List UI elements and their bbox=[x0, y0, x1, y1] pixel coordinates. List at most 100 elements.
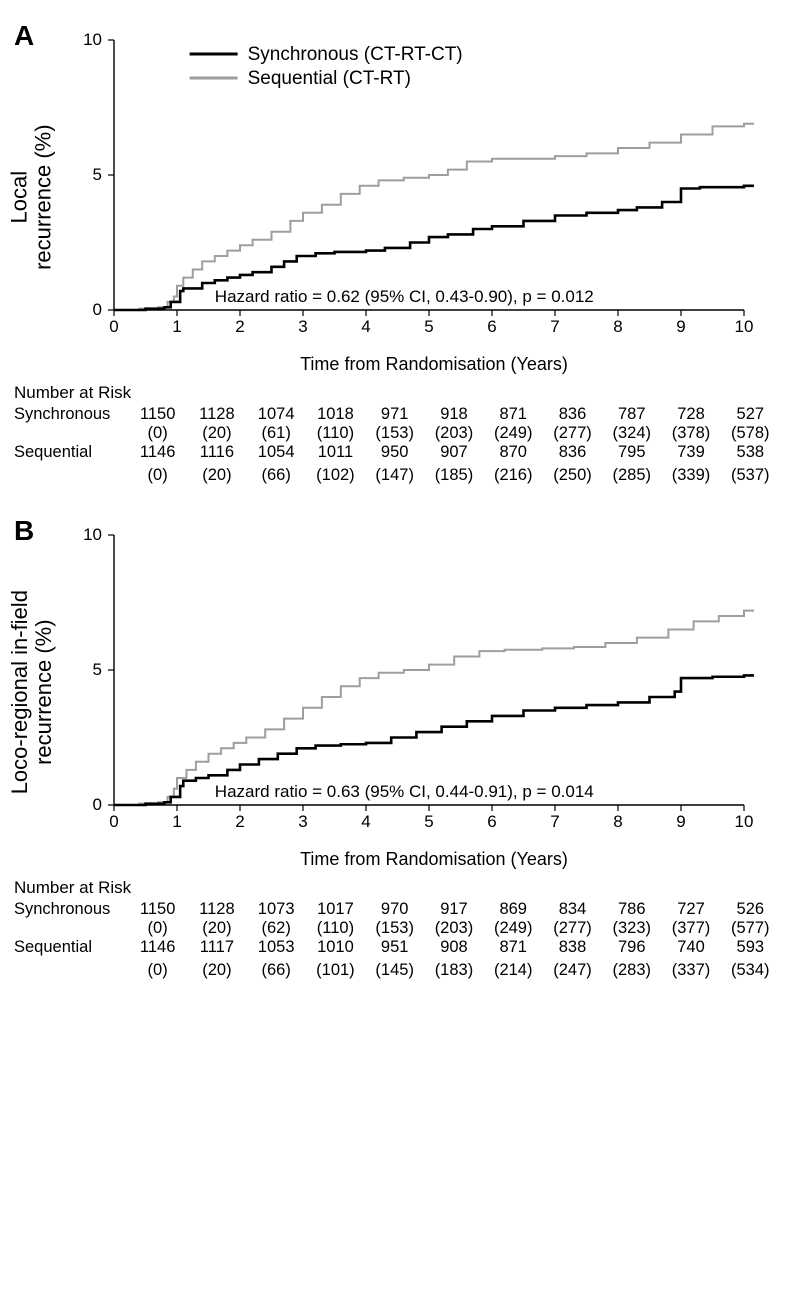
svg-text:8: 8 bbox=[613, 812, 622, 831]
svg-text:6: 6 bbox=[487, 812, 496, 831]
risk-cell: (153) bbox=[365, 424, 424, 443]
ylabel-wrap-b: Loco-regional in-fieldrecurrence (%) bbox=[10, 668, 54, 716]
plot-area-b: 0123456789100510Hazard ratio = 0.63 (95%… bbox=[54, 515, 754, 870]
risk-cell: 796 bbox=[602, 938, 661, 957]
risk-cell: 834 bbox=[543, 900, 602, 919]
risk-row-label: Sequential bbox=[10, 443, 128, 462]
hazard-ratio-text: Hazard ratio = 0.63 (95% CI, 0.44-0.91),… bbox=[215, 782, 594, 801]
risk-cell: (337) bbox=[661, 961, 720, 980]
risk-row: Sequential114611171053101095190887183879… bbox=[10, 938, 780, 957]
risk-row: (0)(20)(62)(110)(153)(203)(249)(277)(323… bbox=[10, 919, 780, 938]
risk-cell: (20) bbox=[187, 961, 246, 980]
risk-cell: 787 bbox=[602, 405, 661, 424]
svg-text:0: 0 bbox=[109, 317, 118, 336]
svg-text:7: 7 bbox=[550, 812, 559, 831]
chart-svg-a: 0123456789100510Hazard ratio = 0.62 (95%… bbox=[54, 20, 754, 350]
risk-cell: 869 bbox=[484, 900, 543, 919]
risk-cell: (20) bbox=[187, 466, 246, 485]
svg-text:4: 4 bbox=[361, 317, 370, 336]
risk-cell: (20) bbox=[187, 919, 246, 938]
chart-row-b: Loco-regional in-fieldrecurrence (%) 0 1 2… bbox=[10, 515, 780, 870]
legend-synchronous: Synchronous (CT-RT-CT) bbox=[248, 44, 463, 65]
risk-cell: (339) bbox=[661, 466, 720, 485]
svg-text:1: 1 bbox=[172, 812, 181, 831]
risk-cell: (0) bbox=[128, 961, 187, 980]
risk-cell: (20) bbox=[187, 424, 246, 443]
svg-text:8: 8 bbox=[613, 317, 622, 336]
risk-cell: 838 bbox=[543, 938, 602, 957]
risk-cell: 1146 bbox=[128, 443, 187, 462]
risk-cell: 1011 bbox=[306, 443, 365, 462]
risk-cell: (66) bbox=[247, 961, 306, 980]
risk-cell: 739 bbox=[661, 443, 720, 462]
risk-cell: 795 bbox=[602, 443, 661, 462]
risk-cell: (216) bbox=[484, 466, 543, 485]
risk-row-label: Synchronous bbox=[10, 405, 128, 424]
risk-row: (0)(20)(61)(110)(153)(203)(249)(277)(324… bbox=[10, 424, 780, 443]
risk-cell: 1018 bbox=[306, 405, 365, 424]
risk-cell: (66) bbox=[247, 466, 306, 485]
risk-cell: (578) bbox=[721, 424, 780, 443]
risk-cell: 1074 bbox=[247, 405, 306, 424]
risk-cell: (323) bbox=[602, 919, 661, 938]
xlabel-a: Time from Randomisation (Years) bbox=[54, 354, 754, 375]
risk-cell: 1146 bbox=[128, 938, 187, 957]
risk-cell: 1150 bbox=[128, 405, 187, 424]
risk-table-a: Synchronous11501128107410189719188718367… bbox=[10, 405, 780, 485]
svg-text:1: 1 bbox=[172, 317, 181, 336]
risk-cell: (183) bbox=[424, 961, 483, 980]
xlabel-b: Time from Randomisation (Years) bbox=[54, 849, 754, 870]
risk-cell: 970 bbox=[365, 900, 424, 919]
svg-text:9: 9 bbox=[676, 812, 685, 831]
svg-text:9: 9 bbox=[676, 317, 685, 336]
risk-cell: (324) bbox=[602, 424, 661, 443]
risk-cell: (0) bbox=[128, 424, 187, 443]
risk-cell: 1017 bbox=[306, 900, 365, 919]
svg-text:4: 4 bbox=[361, 812, 370, 831]
risk-cell: 871 bbox=[484, 405, 543, 424]
risk-cell: 1116 bbox=[187, 443, 246, 462]
risk-cell: (101) bbox=[306, 961, 365, 980]
panel-b: B Loco-regional in-fieldrecurrence (%) 0… bbox=[10, 515, 780, 980]
risk-cell: 836 bbox=[543, 405, 602, 424]
risk-row-label: Synchronous bbox=[10, 900, 128, 919]
svg-text:3: 3 bbox=[298, 812, 307, 831]
risk-cell: 1054 bbox=[247, 443, 306, 462]
panel-letter-b: B bbox=[14, 515, 34, 547]
risk-cell: (203) bbox=[424, 919, 483, 938]
risk-block-a: Number at Risk Synchronous11501128107410… bbox=[10, 383, 780, 485]
risk-cell: (62) bbox=[247, 919, 306, 938]
risk-cell: (102) bbox=[306, 466, 365, 485]
risk-cell: (0) bbox=[128, 919, 187, 938]
hazard-ratio-text: Hazard ratio = 0.62 (95% CI, 0.43-0.90),… bbox=[215, 287, 594, 306]
svg-text:7: 7 bbox=[550, 317, 559, 336]
risk-cell: 1010 bbox=[306, 938, 365, 957]
risk-cell: 951 bbox=[365, 938, 424, 957]
svg-text:5: 5 bbox=[424, 317, 433, 336]
svg-text:0: 0 bbox=[109, 812, 118, 831]
risk-cell: 1117 bbox=[187, 938, 246, 957]
risk-row: Sequential114611161054101195090787083679… bbox=[10, 443, 780, 462]
ylabel-a: Localrecurrence (%) bbox=[8, 125, 56, 270]
chart-row-a: Localrecurrence (%) 0123456789100510Haza… bbox=[10, 20, 780, 375]
svg-text:0: 0 bbox=[93, 795, 102, 814]
risk-title-a: Number at Risk bbox=[10, 383, 780, 403]
risk-cell: (378) bbox=[661, 424, 720, 443]
svg-text:5: 5 bbox=[93, 660, 102, 679]
risk-cell: (537) bbox=[721, 466, 780, 485]
svg-text:2: 2 bbox=[235, 812, 244, 831]
risk-cell: (283) bbox=[602, 961, 661, 980]
risk-cell: (247) bbox=[543, 961, 602, 980]
risk-cell: (203) bbox=[424, 424, 483, 443]
risk-cell: 871 bbox=[484, 938, 543, 957]
risk-cell: (110) bbox=[306, 424, 365, 443]
risk-cell: 740 bbox=[661, 938, 720, 957]
risk-cell: 538 bbox=[721, 443, 780, 462]
svg-text:3: 3 bbox=[298, 317, 307, 336]
panel-letter-a: A bbox=[14, 20, 34, 52]
svg-text:0: 0 bbox=[93, 300, 102, 319]
ylabel-b: Loco-regional in-fieldrecurrence (%) bbox=[8, 590, 56, 794]
risk-cell: (147) bbox=[365, 466, 424, 485]
risk-cell: 908 bbox=[424, 938, 483, 957]
risk-row: (0)(20)(66)(101)(145)(183)(214)(247)(283… bbox=[10, 961, 780, 980]
